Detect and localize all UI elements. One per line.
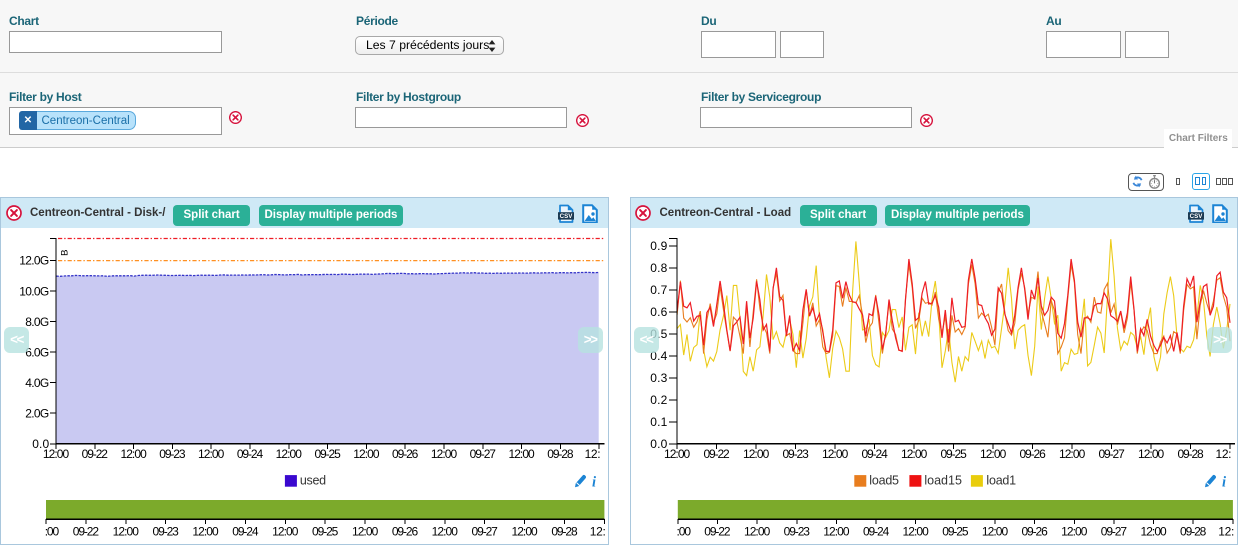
svg-text:12:00: 12:00 xyxy=(821,447,848,461)
svg-text:12:00: 12:00 xyxy=(902,524,929,538)
svg-text:12:00: 12:00 xyxy=(431,447,458,461)
svg-text:CSV: CSV xyxy=(1189,213,1203,220)
svg-text:09-28: 09-28 xyxy=(1180,524,1207,538)
svg-text:12:00: 12:00 xyxy=(1140,524,1167,538)
svg-text:4.0G: 4.0G xyxy=(25,376,49,390)
svg-text:09-25: 09-25 xyxy=(942,524,969,538)
svg-text:09-23: 09-23 xyxy=(783,524,810,538)
svg-text:12:: 12: xyxy=(585,447,601,461)
svg-text:0.3: 0.3 xyxy=(650,371,667,385)
svg-text:09-24: 09-24 xyxy=(862,524,889,538)
svg-text:12:00: 12:00 xyxy=(192,524,219,538)
svg-text:09-28: 09-28 xyxy=(1177,447,1204,461)
svg-text:09-26: 09-26 xyxy=(1019,447,1046,461)
svg-text:6.0G: 6.0G xyxy=(25,345,49,359)
svg-text:12:00: 12:00 xyxy=(1137,447,1164,461)
svg-text:09-27: 09-27 xyxy=(1100,524,1127,538)
svg-text:12:00: 12:00 xyxy=(113,524,140,538)
svg-text:12:00: 12:00 xyxy=(979,447,1006,461)
svg-text:09-27: 09-27 xyxy=(1098,447,1125,461)
svg-text:12:00: 12:00 xyxy=(1061,524,1088,538)
svg-text:12.0G: 12.0G xyxy=(19,254,49,268)
svg-text:load5: load5 xyxy=(869,474,899,488)
svg-text:09-23: 09-23 xyxy=(782,447,809,461)
svg-text:09-23: 09-23 xyxy=(153,524,180,538)
svg-text:0.8: 0.8 xyxy=(650,261,667,275)
svg-text:12:00: 12:00 xyxy=(1058,447,1085,461)
svg-text:12:00: 12:00 xyxy=(276,447,303,461)
svg-text:12:00: 12:00 xyxy=(120,447,147,461)
svg-text:09-27: 09-27 xyxy=(470,447,497,461)
svg-text:12:00: 12:00 xyxy=(823,524,850,538)
svg-text:12:: 12: xyxy=(1218,524,1234,538)
svg-text:09-28: 09-28 xyxy=(551,524,578,538)
svg-text:12:00: 12:00 xyxy=(511,524,538,538)
svg-text:09-26: 09-26 xyxy=(392,524,419,538)
svg-text:09-25: 09-25 xyxy=(940,447,967,461)
svg-text:09-24: 09-24 xyxy=(232,524,259,538)
svg-text:12:00: 12:00 xyxy=(743,524,770,538)
svg-text:0.0: 0.0 xyxy=(650,437,667,451)
svg-text:0.4: 0.4 xyxy=(650,349,667,363)
svg-text:8.0G: 8.0G xyxy=(25,315,49,329)
svg-text:12:: 12: xyxy=(590,524,606,538)
svg-text:used: used xyxy=(300,474,326,488)
svg-text:0.1: 0.1 xyxy=(650,415,667,429)
svg-text:09-25: 09-25 xyxy=(314,447,341,461)
svg-text:10.0G: 10.0G xyxy=(19,284,49,298)
svg-text:12:00: 12:00 xyxy=(352,524,379,538)
svg-text:09-23: 09-23 xyxy=(159,447,186,461)
svg-text:0.2: 0.2 xyxy=(650,393,667,407)
svg-text:0.9: 0.9 xyxy=(650,239,667,253)
svg-text::00: :00 xyxy=(676,524,691,538)
svg-text:09-25: 09-25 xyxy=(312,524,339,538)
svg-text:12:00: 12:00 xyxy=(900,447,927,461)
svg-text:i: i xyxy=(1222,475,1226,491)
svg-text:12:00: 12:00 xyxy=(272,524,299,538)
svg-text:09-22: 09-22 xyxy=(73,524,100,538)
svg-text:12:00: 12:00 xyxy=(981,524,1008,538)
svg-text:09-28: 09-28 xyxy=(547,447,574,461)
svg-text:09-24: 09-24 xyxy=(237,447,264,461)
svg-text:CSV: CSV xyxy=(560,213,574,220)
svg-text:09-24: 09-24 xyxy=(861,447,888,461)
svg-text:12:00: 12:00 xyxy=(353,447,380,461)
svg-text:09-26: 09-26 xyxy=(392,447,419,461)
svg-text:load1: load1 xyxy=(986,474,1016,488)
svg-text:0.6: 0.6 xyxy=(650,305,667,319)
svg-text:B: B xyxy=(60,250,71,256)
svg-text:12:00: 12:00 xyxy=(198,447,225,461)
svg-text:09-22: 09-22 xyxy=(82,447,109,461)
svg-text:09-26: 09-26 xyxy=(1021,524,1048,538)
svg-text:0.0: 0.0 xyxy=(32,437,49,451)
svg-text:load15: load15 xyxy=(924,474,962,488)
svg-text:0.7: 0.7 xyxy=(650,283,667,297)
svg-text:09-22: 09-22 xyxy=(704,524,731,538)
svg-text:12:00: 12:00 xyxy=(43,447,70,461)
svg-text:09-27: 09-27 xyxy=(472,524,499,538)
svg-text:12:00: 12:00 xyxy=(742,447,769,461)
svg-text::00: :00 xyxy=(45,524,60,538)
svg-text:i: i xyxy=(592,475,596,491)
svg-text:09-22: 09-22 xyxy=(703,447,730,461)
svg-text:12:00: 12:00 xyxy=(508,447,535,461)
svg-text:2.0G: 2.0G xyxy=(25,406,49,420)
svg-text:12:: 12: xyxy=(1215,447,1231,461)
svg-text:12:00: 12:00 xyxy=(432,524,459,538)
svg-text:12:00: 12:00 xyxy=(663,447,690,461)
